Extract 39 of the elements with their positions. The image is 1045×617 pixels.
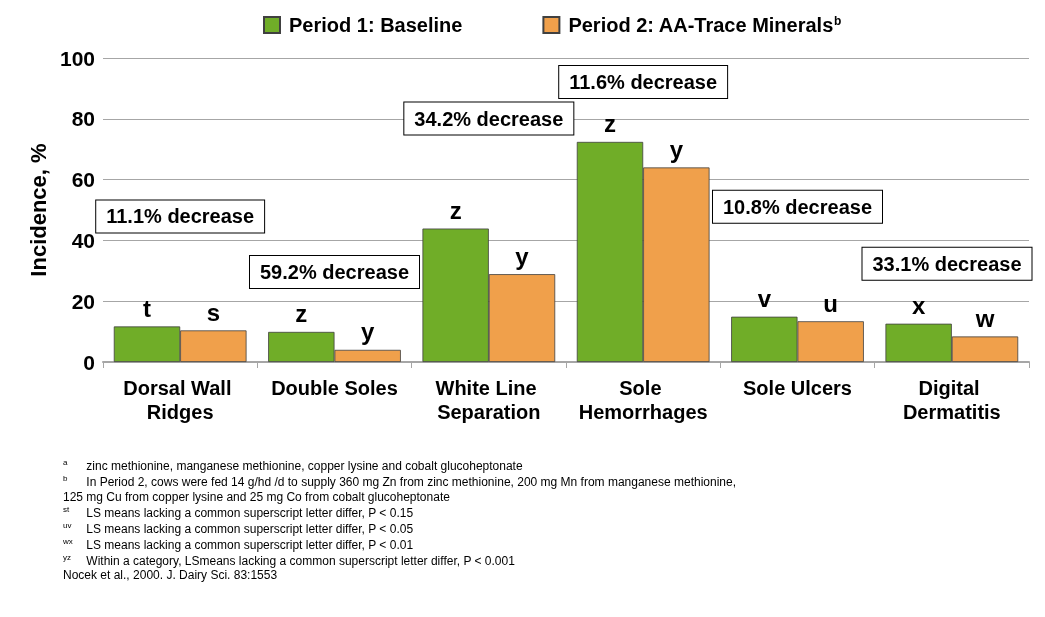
x-tick-label: Double Soles [271,377,398,399]
text: b In Period 2, cows were fed 14 g/hd /d to supply 360 mg Zn from zinc methionine, 200 mg Mn from manganese methionine, 125 mg Cu from copper lysine and 25 mg Co from cobalt glucoheptonate [63,473,737,504]
annotation: 10.8% decrease [722,195,873,218]
data-label: y [361,318,375,346]
data-label: v [757,285,772,313]
text: uv LS means lacking a common superscript letter differ, P < 0.05 [63,520,414,536]
text: Nocek et al., 2000. J. Dairy Sci. 83:1553 [63,568,278,582]
annotation: 11.6% decrease [569,70,718,93]
y-tick-label: 80 [71,107,95,131]
x-tick-label: Dorsal Wall Ridges [123,377,238,423]
data-label: w [974,304,995,332]
annotation: 59.2% decrease [259,260,410,283]
data-label: u [823,289,839,317]
annotation: 33.1% decrease [872,252,1022,275]
text: wx LS means lacking a common superscript letter differ, P < 0.01 [63,536,414,552]
data-label: t [142,294,151,322]
x-tick-label: Sole Hemorrhages [578,377,708,423]
text: st LS means lacking a common superscript letter differ, P < 0.15 [63,504,414,520]
y-tick-label: 20 [71,289,95,313]
data-label: y [515,242,530,270]
text: a zinc methionine, manganese methionine, copper lysine and cobalt glucoheptonate [63,457,523,473]
y-tick-label: 0 [83,350,95,374]
x-tick-label: Digital Dermatitis [902,377,1001,423]
data-label: x [911,292,926,320]
data-label: z [603,110,616,138]
y-tick-label: 40 [71,228,95,252]
y-tick-label: 100 [59,46,95,70]
x-tick-label: White Line Separation [435,377,543,423]
annotation: 34.2% decrease [414,107,564,130]
y-tick-label: 60 [71,168,95,192]
x-tick-label: Sole Ulcers [743,377,852,399]
legend-label: Period 1: Baseline [289,14,463,36]
annotation: 11.1% decrease [106,205,255,228]
y-axis-title: Incidence, % [25,143,51,277]
data-label: y [669,135,684,163]
data-label: z [449,197,462,225]
data-label: s [206,298,221,326]
data-label: z [295,300,308,328]
text: yz Within a category, LSmeans lacking a common superscript letter differ, P < 0.001 [63,552,515,568]
